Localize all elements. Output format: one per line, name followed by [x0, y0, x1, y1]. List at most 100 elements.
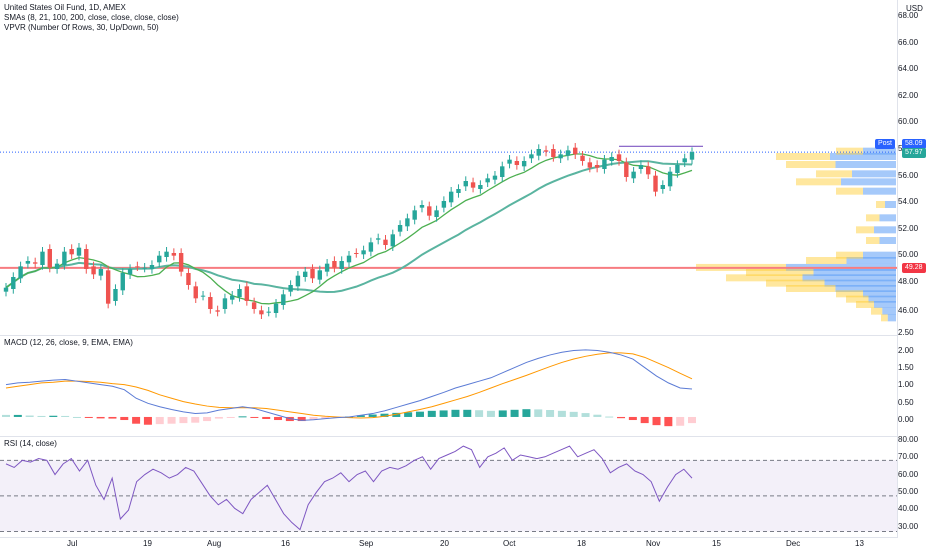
candle-body: [631, 171, 636, 179]
pane-separator[interactable]: [0, 335, 898, 336]
candle-body: [178, 253, 184, 272]
macd-histogram-bar: [404, 412, 413, 417]
volume-profile-down-bar: [871, 307, 883, 315]
price-axis-tick: 64.00: [898, 64, 919, 74]
price-axis-tick: 2.50: [898, 328, 914, 337]
macd-histogram-bar: [214, 416, 223, 419]
macd-chart[interactable]: [0, 336, 898, 436]
macd-histogram-bar: [262, 416, 271, 420]
macd-label[interactable]: MACD (12, 26, close, 9, EMA, EMA): [4, 338, 133, 347]
macd-histogram-bar: [546, 410, 555, 417]
candle-body: [251, 302, 257, 309]
price-axis-tick: 48.00: [898, 277, 919, 286]
time-axis-tick: 15: [712, 539, 721, 548]
rsi-line: [5, 445, 693, 531]
price-axis-tick: 66.00: [898, 37, 919, 47]
candle-body: [295, 275, 301, 287]
candle-body: [383, 239, 388, 245]
candle-body: [354, 253, 359, 254]
candle-body: [288, 285, 293, 292]
macd-histogram-bar: [155, 416, 164, 425]
price-chart[interactable]: [0, 0, 898, 335]
time-axis-tick: Aug: [207, 539, 222, 548]
sma-indicator-label[interactable]: SMAs (8, 21, 100, 200, close, close, clo…: [4, 13, 179, 22]
volume-profile-up-bar: [879, 214, 896, 222]
rsi-chart[interactable]: [0, 437, 898, 537]
candle-body: [638, 165, 644, 169]
macd-histogram-bar: [380, 413, 389, 417]
candle-body: [346, 255, 352, 263]
candle-body: [135, 266, 140, 268]
candle-body: [653, 175, 658, 192]
candle-body: [390, 234, 395, 247]
candle-body: [361, 250, 366, 255]
time-axis-tick: Nov: [646, 539, 661, 548]
rsi-label[interactable]: RSI (14, close): [4, 439, 57, 448]
volume-profile-down-bar: [856, 226, 874, 234]
sma-8-line: [5, 153, 693, 305]
volume-profile-down-bar: [836, 187, 863, 195]
macd-histogram-bar: [321, 416, 330, 419]
volume-profile-up-bar: [824, 279, 896, 287]
candle-body: [602, 159, 607, 169]
candle-body: [339, 261, 344, 269]
macd-histogram-bar: [297, 416, 306, 422]
candle-body: [441, 201, 447, 208]
macd-histogram-bar: [652, 416, 661, 426]
macd-histogram-bar: [676, 416, 685, 426]
rsi-axis-tick: 80.00: [898, 435, 919, 444]
candle-body: [244, 286, 250, 301]
volume-profile-down-bar: [766, 279, 825, 287]
volume-profile-down-bar: [846, 295, 869, 303]
macd-histogram-bar: [628, 416, 637, 421]
time-axis-tick: 18: [577, 539, 586, 548]
macd-histogram-bar: [368, 414, 377, 417]
macd-axis-tick: 0.50: [898, 397, 914, 407]
macd-histogram-bar: [274, 416, 283, 421]
time-axis-tick: 16: [281, 539, 290, 548]
rsi-axis-tick: 40.00: [898, 504, 919, 514]
candle-body: [200, 295, 206, 297]
macd-axis-tick: 1.00: [898, 380, 914, 390]
rsi-axis-tick: 50.00: [898, 486, 919, 496]
candle-body: [660, 185, 666, 189]
candle-body: [76, 247, 82, 256]
candle-body: [113, 289, 118, 301]
candle-body: [580, 155, 585, 161]
macd-histogram-bar: [664, 416, 673, 427]
macd-histogram-bar: [463, 409, 472, 417]
macd-histogram-bar: [84, 416, 93, 418]
macd-axis-tick: 0.00: [898, 414, 914, 424]
candle-body: [303, 271, 308, 277]
macd-histogram-bar: [96, 416, 105, 419]
volume-profile-down-bar: [786, 285, 836, 292]
macd-histogram-bar: [688, 416, 696, 424]
macd-histogram-bar: [522, 409, 531, 417]
pane-separator[interactable]: [0, 436, 898, 437]
macd-histogram-bar: [108, 416, 117, 419]
hline-price-tag: 49.28: [902, 263, 926, 273]
volume-profile-up-bar: [813, 269, 896, 276]
currency-label[interactable]: USD: [906, 4, 923, 13]
candle-body: [91, 266, 96, 275]
volume-profile-up-bar: [835, 285, 896, 292]
vpvr-indicator-label[interactable]: VPVR (Number Of Rows, 30, Up/Down, 50): [4, 23, 159, 32]
macd-histogram-bar: [475, 410, 484, 417]
time-axis-tick: 20: [440, 539, 449, 548]
macd-histogram-bar: [13, 414, 22, 417]
macd-histogram-bar: [25, 415, 34, 417]
price-axis-tick: 56.00: [898, 170, 919, 180]
time-axis-tick: 13: [855, 539, 864, 548]
candle-body: [565, 150, 571, 156]
candle-body: [193, 286, 198, 299]
candle-body: [98, 269, 104, 276]
candle-body: [514, 161, 520, 165]
price-axis-tick: 62.00: [898, 90, 919, 100]
symbol-title[interactable]: United States Oil Fund, 1D, AMEX: [4, 3, 126, 12]
macd-histogram-bar: [451, 409, 460, 417]
candle-body: [419, 205, 425, 208]
volume-profile-up-bar: [846, 257, 896, 264]
macd-histogram-bar: [617, 416, 626, 419]
macd-axis-tick: 2.00: [898, 346, 914, 355]
candle-body: [536, 149, 541, 156]
